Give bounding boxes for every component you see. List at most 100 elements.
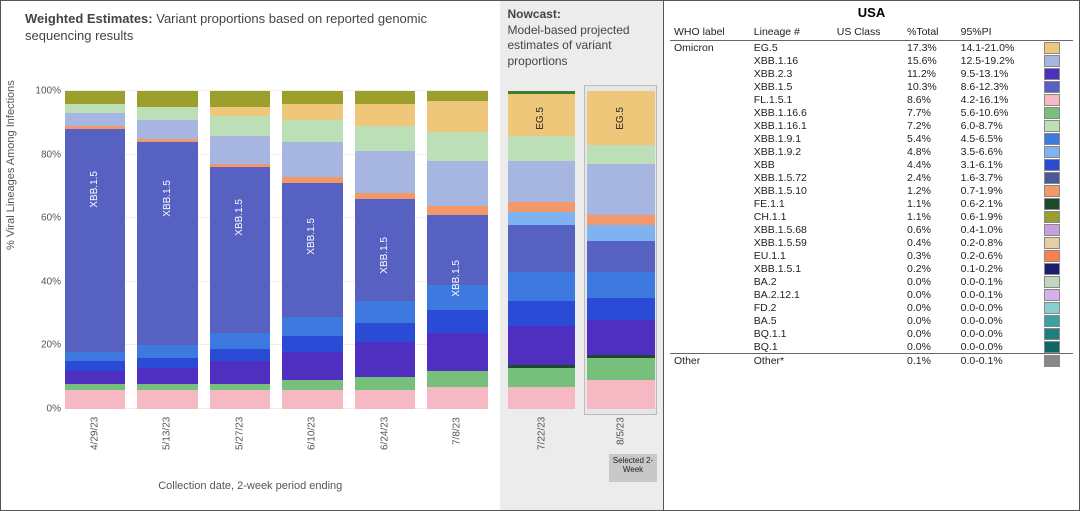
bar-segment xyxy=(427,161,487,206)
stacked-bar: XBB.1.5 xyxy=(65,91,125,409)
lineage-cell: XBB.1.9.2 xyxy=(750,145,833,158)
table-row: FD.20.0%0.0-0.0% xyxy=(670,301,1073,314)
who-label-cell xyxy=(670,93,750,106)
bar-segment xyxy=(587,358,655,380)
usclass-cell xyxy=(833,249,903,262)
bar-segment xyxy=(587,320,655,355)
table-row: XBB.1.5.101.2%0.7-1.9% xyxy=(670,184,1073,197)
bar-segment xyxy=(355,104,415,126)
pi-cell: 5.6-10.6% xyxy=(957,106,1041,119)
lineage-cell: Other* xyxy=(750,354,833,368)
pct-cell: 10.3% xyxy=(903,80,957,93)
table-row: BA.50.0%0.0-0.0% xyxy=(670,314,1073,327)
color-swatch xyxy=(1044,289,1060,301)
who-label-cell xyxy=(670,119,750,132)
pct-cell: 0.6% xyxy=(903,223,957,236)
who-label-cell xyxy=(670,340,750,354)
bar-segment xyxy=(282,336,342,352)
bar-segment xyxy=(282,142,342,177)
bar-inline-label: EG.5 xyxy=(535,107,546,130)
nowcast-region: Nowcast:Model-based projected estimates … xyxy=(500,1,664,510)
bar-segment xyxy=(508,368,576,387)
bar-inline-label: XBB.1.5 xyxy=(451,260,462,297)
pct-cell: 7.7% xyxy=(903,106,957,119)
table-row: OmicronEG.517.3%14.1-21.0% xyxy=(670,41,1073,55)
pi-cell: 1.6-3.7% xyxy=(957,171,1041,184)
usclass-cell xyxy=(833,223,903,236)
bar-segment xyxy=(65,129,125,352)
pct-cell: 0.0% xyxy=(903,288,957,301)
pi-cell: 0.0-0.0% xyxy=(957,340,1041,354)
table-header: %Total xyxy=(903,24,957,41)
pct-cell: 2.4% xyxy=(903,171,957,184)
bar-segment xyxy=(210,349,270,362)
lineage-cell: XBB.1.5.68 xyxy=(750,223,833,236)
nowcast-title-rest: Model-based projected estimates of varia… xyxy=(508,23,630,68)
y-tick: 20% xyxy=(41,340,61,351)
color-swatch xyxy=(1044,133,1060,145)
table-row: XBB.1.5.10.2%0.1-0.2% xyxy=(670,262,1073,275)
swatch-cell xyxy=(1040,158,1073,171)
swatch-cell xyxy=(1040,41,1073,55)
x-tick-label: 7/8/23 xyxy=(427,417,487,473)
bar-segment xyxy=(282,352,342,381)
who-label-cell xyxy=(670,197,750,210)
lineage-cell: XBB.1.5.1 xyxy=(750,262,833,275)
pct-cell: 0.2% xyxy=(903,262,957,275)
swatch-cell xyxy=(1040,93,1073,106)
weighted-chart: XBB.1.5XBB.1.5XBB.1.5XBB.1.5XBB.1.5XBB.1… xyxy=(65,91,488,409)
lineage-cell: XBB xyxy=(750,158,833,171)
table-row: BA.2.12.10.0%0.0-0.1% xyxy=(670,288,1073,301)
bar-segment xyxy=(137,390,197,409)
stacked-bar: XBB.1.5 xyxy=(210,91,270,409)
bar-segment xyxy=(508,301,576,326)
bar-segment xyxy=(210,116,270,135)
table-row: FL.1.5.18.6%4.2-16.1% xyxy=(670,93,1073,106)
pi-cell: 0.0-0.0% xyxy=(957,327,1041,340)
y-tick: 0% xyxy=(47,404,61,415)
bar-segment xyxy=(282,120,342,142)
swatch-cell xyxy=(1040,54,1073,67)
stacked-bar: XBB.1.5 xyxy=(282,91,342,409)
usclass-cell xyxy=(833,262,903,275)
bar-segment xyxy=(210,91,270,107)
table-row: XBB.1.5.590.4%0.2-0.8% xyxy=(670,236,1073,249)
usclass-cell xyxy=(833,184,903,197)
pi-cell: 0.0-0.0% xyxy=(957,314,1041,327)
pi-cell: 0.0-0.1% xyxy=(957,354,1041,368)
lineage-cell: XBB.1.16.1 xyxy=(750,119,833,132)
table-header: 95%PI xyxy=(957,24,1041,41)
bar-segment xyxy=(587,241,655,273)
weighted-title-bold: Weighted Estimates: xyxy=(25,11,153,26)
bar-segment xyxy=(427,310,487,332)
bar-segment xyxy=(508,225,576,273)
bar-segment xyxy=(587,298,655,320)
bar-segment xyxy=(587,215,655,225)
color-swatch xyxy=(1044,302,1060,314)
table-row: FE.1.11.1%0.6-2.1% xyxy=(670,197,1073,210)
x-tick-label: 6/10/23 xyxy=(282,417,342,473)
bar-segment xyxy=(355,126,415,151)
pi-cell: 0.6-2.1% xyxy=(957,197,1041,210)
table-row: XBB.1.9.24.8%3.5-6.6% xyxy=(670,145,1073,158)
usclass-cell xyxy=(833,80,903,93)
color-swatch xyxy=(1044,355,1060,367)
table-row: XBB.1.9.15.4%4.5-6.5% xyxy=(670,132,1073,145)
who-label-cell xyxy=(670,314,750,327)
usclass-cell xyxy=(833,158,903,171)
lineage-cell: XBB.1.5 xyxy=(750,80,833,93)
bar-segment xyxy=(210,167,270,332)
pct-cell: 15.6% xyxy=(903,54,957,67)
lineage-cell: XBB.1.5.72 xyxy=(750,171,833,184)
pi-cell: 14.1-21.0% xyxy=(957,41,1041,55)
bar-segment xyxy=(355,390,415,409)
bar-segment xyxy=(210,136,270,165)
table-row: XBB.1.5.72 2.4%1.6-3.7% xyxy=(670,171,1073,184)
bar-segment xyxy=(65,113,125,126)
table-row: CH.1.11.1%0.6-1.9% xyxy=(670,210,1073,223)
usclass-cell xyxy=(833,314,903,327)
color-swatch xyxy=(1044,341,1060,353)
pct-cell: 0.0% xyxy=(903,314,957,327)
lineage-cell: BQ.1.1 xyxy=(750,327,833,340)
bar-segment xyxy=(282,390,342,409)
